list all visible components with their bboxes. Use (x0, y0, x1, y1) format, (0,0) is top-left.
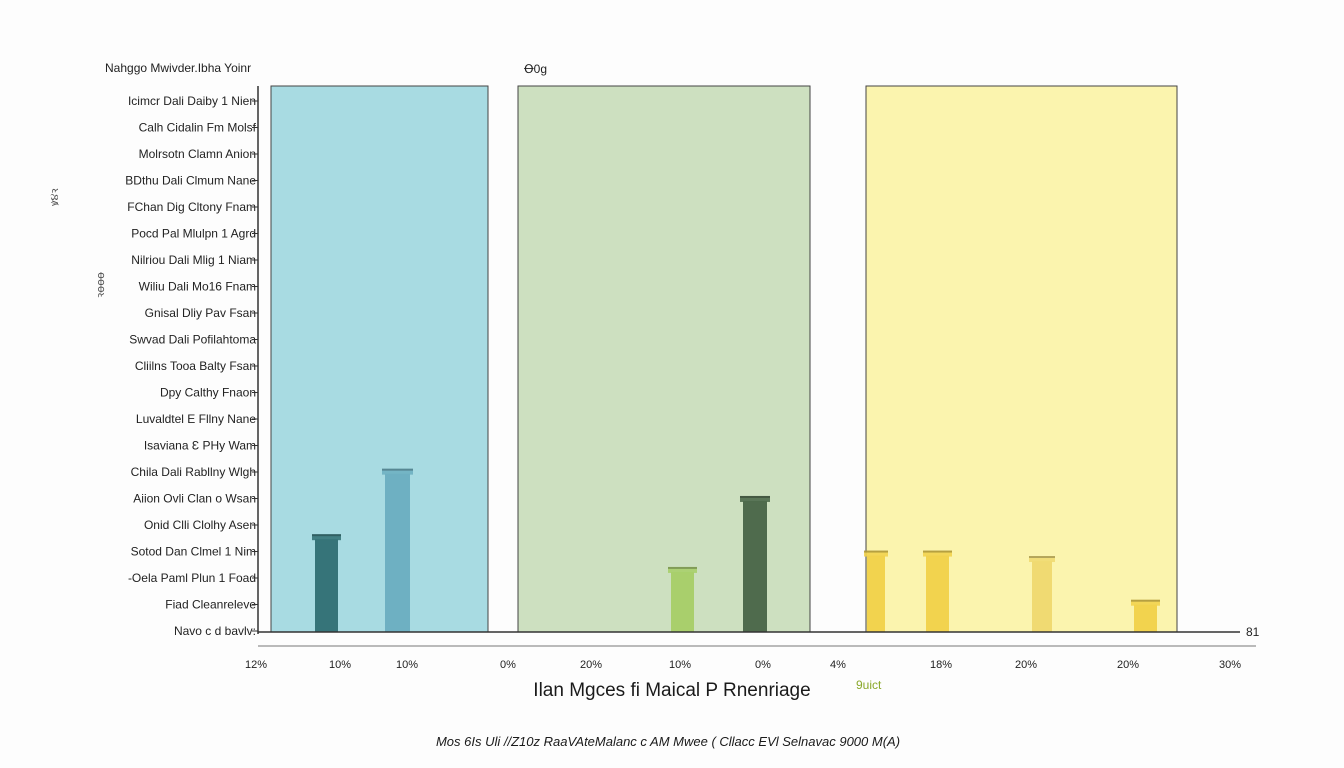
bar-1-body (315, 539, 338, 632)
y-tick-label: Chila Dali Rabllny Wlgh (131, 465, 256, 479)
bar-5 (864, 550, 888, 632)
x-tick-label: 10% (396, 659, 418, 671)
bar-7 (1029, 556, 1055, 632)
y-tick-label: Onid Clli Clolhy Asen (144, 518, 256, 532)
bar-7-body (1032, 561, 1052, 632)
x-tick-label: 4% (830, 659, 846, 671)
y-tick-label: Swvad Dali Pofilahtoma (129, 333, 256, 347)
y-tick-label: BDthu Dali Clmum Nane (125, 174, 256, 188)
bar-4 (740, 495, 770, 632)
bar-7-cap-shade (1029, 556, 1055, 559)
side-vertical-label: ꝛꝋꝋꝋ (95, 272, 107, 298)
x-tick-label: 0% (755, 659, 771, 671)
bar-6-cap (923, 550, 952, 557)
y-tick-label: Gnisal Dliy Pav Fsan (145, 306, 256, 320)
right-axis-label: 81 (1246, 625, 1260, 639)
y-tick-label: Aiion Ovli Clan o Wsan (133, 492, 256, 506)
bar-5-body (867, 555, 885, 632)
x-axis-note: 9uict (856, 678, 882, 692)
y-tick-label: Dpy Calthy Fnaon (160, 386, 256, 400)
bar-3-body (671, 571, 694, 632)
y-tick-label: Icimcr Dali Daiby 1 Nien (128, 94, 256, 108)
y-tick-label: Fiad Cleanreleve (165, 598, 256, 612)
y-tick-label: Molrsotn Clamn Anion (139, 147, 256, 161)
y-tick-label: -Oela Paml Plun 1 Foad (128, 571, 256, 585)
bar-3-cap-shade (668, 566, 697, 569)
x-tick-label: 20% (1015, 659, 1037, 671)
x-tick-label: 12% (245, 659, 267, 671)
bar-4-cap (740, 495, 770, 502)
bar-2-body (385, 473, 410, 632)
y-tick-label: Nilriou Dali Mlig 1 Niam (131, 253, 256, 267)
x-tick-label: 20% (580, 659, 602, 671)
top-left-label: Nahggo Mwivder.Ibha Yoinr (105, 61, 251, 75)
bar-7-cap (1029, 556, 1055, 563)
y-tick-label: Isaviana Ɛ PHy Wam (144, 439, 256, 453)
bar-1-cap (312, 534, 341, 541)
side-label: ꝟ૪ꝛ (49, 188, 61, 206)
y-tick-label: Cliilns Tooa Balty Fsan (135, 359, 256, 373)
bar-5-cap (864, 550, 888, 557)
bar-3-cap (668, 566, 697, 573)
top-mid-label: Ꝋ0g (524, 62, 547, 76)
bar-5-cap-shade (864, 550, 888, 553)
bar-1-cap-shade (312, 534, 341, 537)
y-tick-label: Luvaldtel E Fllny Nane (136, 412, 256, 426)
bar-6-cap-shade (923, 550, 952, 553)
chart-caption: Mos 6Is Uli //Z10z RaaVAteMalanc c AM Mw… (436, 734, 900, 749)
y-tick-label: Sotod Dan Clmel 1 Nim (131, 545, 256, 559)
y-tick-label: FChan Dig Cltony Fnam (127, 200, 256, 214)
bar-8-cap-shade (1131, 599, 1160, 602)
bar-2-cap (382, 468, 413, 475)
bar-2-cap-shade (382, 468, 413, 471)
x-tick-label: 10% (329, 659, 351, 671)
bar-3 (668, 566, 697, 632)
bar-6-body (926, 555, 949, 632)
x-tick-label: 0% (500, 659, 516, 671)
bar-4-body (743, 500, 767, 632)
bar-2 (382, 468, 413, 632)
bar-6 (923, 550, 952, 632)
bar-8 (1131, 599, 1160, 632)
panel-3 (865, 85, 1178, 633)
x-tick-label: 18% (930, 659, 952, 671)
panel-1 (270, 85, 489, 633)
y-tick-label: Wiliu Dali Mo16 Fnam (139, 280, 256, 294)
y-tick-label: Calh Cidalin Fm Molsf (139, 121, 257, 135)
y-tick-label: Pocd Pal Mlulpn 1 Agrd (131, 227, 256, 241)
x-tick-label: 10% (669, 659, 691, 671)
x-tick-label: 20% (1117, 659, 1139, 671)
bar-8-cap (1131, 599, 1160, 606)
bar-1 (312, 534, 341, 632)
x-tick-label: 30% (1219, 659, 1241, 671)
bar-8-body (1134, 604, 1157, 632)
y-tick-label: Navo c d bavlv: (174, 624, 256, 638)
x-axis-title: Ilan Mgces fi Maical P Rnenriage (533, 680, 810, 701)
bar-4-cap-shade (740, 495, 770, 498)
